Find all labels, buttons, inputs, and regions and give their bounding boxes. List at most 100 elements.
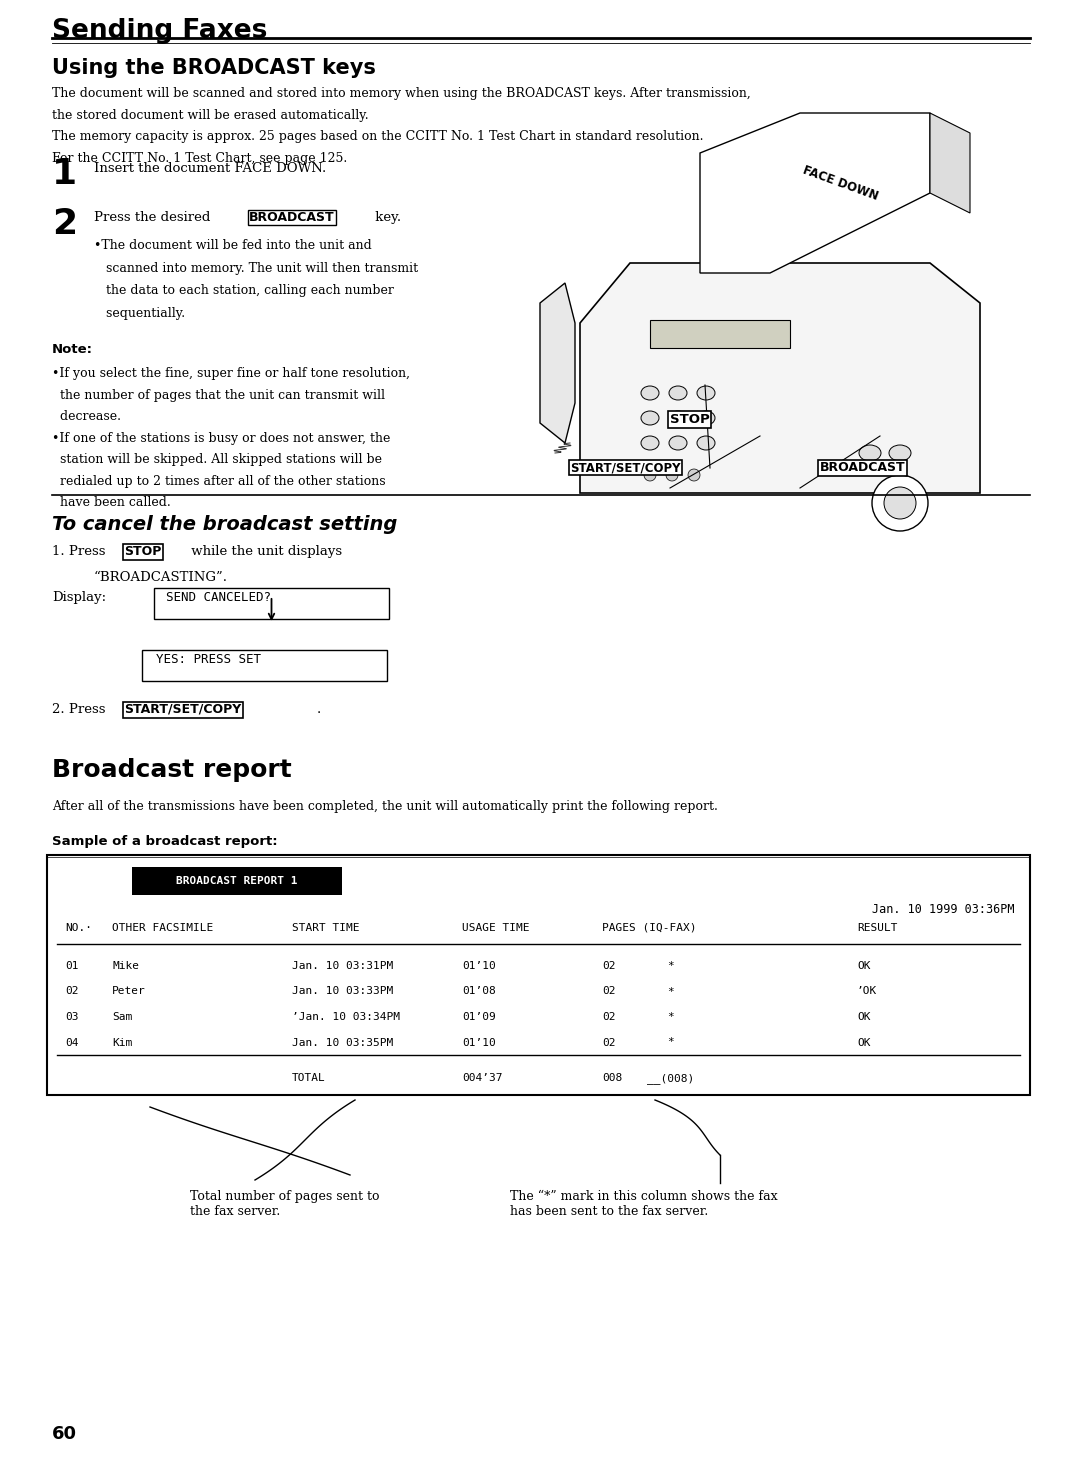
- Text: Peter: Peter: [112, 986, 146, 996]
- Text: 01’10: 01’10: [462, 1037, 496, 1048]
- Text: *: *: [667, 1012, 674, 1023]
- Text: Sample of a broadcast report:: Sample of a broadcast report:: [52, 835, 278, 849]
- Circle shape: [688, 470, 700, 481]
- Text: The memory capacity is approx. 25 pages based on the CCITT No. 1 Test Chart in s: The memory capacity is approx. 25 pages …: [52, 130, 703, 143]
- Text: Press the desired: Press the desired: [94, 211, 215, 224]
- Text: After all of the transmissions have been completed, the unit will automatically : After all of the transmissions have been…: [52, 800, 718, 813]
- Text: The document will be scanned and stored into memory when using the BROADCAST key: The document will be scanned and stored …: [52, 86, 751, 99]
- Ellipse shape: [642, 436, 659, 451]
- Text: 60: 60: [52, 1425, 77, 1443]
- Text: FACE DOWN: FACE DOWN: [800, 164, 879, 203]
- Text: For the CCITT No. 1 Test Chart, see page 125.: For the CCITT No. 1 Test Chart, see page…: [52, 152, 348, 164]
- Text: __(008): __(008): [647, 1072, 694, 1084]
- Circle shape: [644, 470, 656, 481]
- Text: the data to each station, calling each number: the data to each station, calling each n…: [94, 284, 394, 297]
- Text: 1: 1: [52, 157, 77, 192]
- Text: Insert the document FACE DOWN.: Insert the document FACE DOWN.: [94, 162, 326, 176]
- Text: sequentially.: sequentially.: [94, 307, 185, 319]
- Text: PAGES (IQ-FAX): PAGES (IQ-FAX): [602, 923, 697, 933]
- Text: BROADCAST: BROADCAST: [249, 211, 335, 224]
- Text: *: *: [667, 1037, 674, 1048]
- Polygon shape: [540, 282, 575, 443]
- Text: Sending Faxes: Sending Faxes: [52, 18, 268, 44]
- Text: 01’10: 01’10: [462, 961, 496, 971]
- Text: “BROADCASTING”.: “BROADCASTING”.: [94, 571, 228, 584]
- Text: key.: key.: [372, 211, 401, 224]
- Text: 02: 02: [602, 986, 616, 996]
- Text: NO.·: NO.·: [65, 923, 92, 933]
- Text: •The document will be fed into the unit and: •The document will be fed into the unit …: [94, 238, 372, 252]
- Text: decrease.: decrease.: [52, 410, 121, 423]
- Text: 2. Press: 2. Press: [52, 704, 110, 715]
- Polygon shape: [930, 113, 970, 214]
- Text: have been called.: have been called.: [52, 496, 171, 509]
- Text: RESULT: RESULT: [858, 923, 897, 933]
- Text: STOP: STOP: [124, 546, 161, 557]
- Polygon shape: [700, 113, 930, 274]
- Text: START/SET/COPY: START/SET/COPY: [124, 704, 241, 715]
- Text: ’Jan. 10 03:34PM: ’Jan. 10 03:34PM: [292, 1012, 400, 1023]
- Ellipse shape: [859, 445, 881, 461]
- Text: *: *: [667, 986, 674, 996]
- Text: 01’08: 01’08: [462, 986, 496, 996]
- Text: 02: 02: [602, 961, 616, 971]
- Text: 004’37: 004’37: [462, 1072, 502, 1083]
- Text: scanned into memory. The unit will then transmit: scanned into memory. The unit will then …: [94, 262, 418, 275]
- Ellipse shape: [669, 411, 687, 424]
- Text: *: *: [667, 961, 674, 971]
- Text: The “*” mark in this column shows the fax
has been sent to the fax server.: The “*” mark in this column shows the fa…: [510, 1189, 778, 1219]
- Text: redialed up to 2 times after all of the other stations: redialed up to 2 times after all of the …: [52, 474, 386, 487]
- Text: USAGE TIME: USAGE TIME: [462, 923, 529, 933]
- Text: TOTAL: TOTAL: [292, 1072, 326, 1083]
- Text: •If you select the fine, super fine or half tone resolution,: •If you select the fine, super fine or h…: [52, 367, 410, 380]
- Ellipse shape: [669, 386, 687, 399]
- Text: SEND CANCELED?: SEND CANCELED?: [166, 591, 271, 604]
- Text: .: .: [318, 704, 321, 715]
- Text: OK: OK: [858, 1012, 870, 1023]
- Text: OK: OK: [858, 961, 870, 971]
- Text: Display:: Display:: [52, 591, 106, 604]
- Text: Total number of pages sent to
the fax server.: Total number of pages sent to the fax se…: [190, 1189, 379, 1219]
- Text: the stored document will be erased automatically.: the stored document will be erased autom…: [52, 108, 368, 121]
- Ellipse shape: [642, 386, 659, 399]
- Text: 02: 02: [602, 1012, 616, 1023]
- Text: 01’09: 01’09: [462, 1012, 496, 1023]
- Text: the number of pages that the unit can transmit will: the number of pages that the unit can tr…: [52, 389, 384, 401]
- Text: station will be skipped. All skipped stations will be: station will be skipped. All skipped sta…: [52, 454, 382, 467]
- Bar: [154, 588, 389, 619]
- Text: BROADCAST: BROADCAST: [820, 461, 906, 474]
- Text: 02: 02: [602, 1037, 616, 1048]
- Text: 1. Press: 1. Press: [52, 546, 110, 557]
- Text: while the unit displays: while the unit displays: [187, 546, 342, 557]
- Text: To cancel the broadcast setting: To cancel the broadcast setting: [52, 515, 397, 534]
- Ellipse shape: [697, 411, 715, 424]
- Text: 02: 02: [65, 986, 79, 996]
- Text: 03: 03: [65, 1012, 79, 1023]
- Text: BROADCAST REPORT 1: BROADCAST REPORT 1: [176, 876, 298, 887]
- Text: OK: OK: [858, 1037, 870, 1048]
- Text: Broadcast report: Broadcast report: [52, 758, 292, 783]
- Text: Jan. 10 03:33PM: Jan. 10 03:33PM: [292, 986, 393, 996]
- Text: 04: 04: [65, 1037, 79, 1048]
- Ellipse shape: [889, 445, 912, 461]
- Bar: [650, 320, 789, 348]
- Text: Kim: Kim: [112, 1037, 132, 1048]
- Bar: [141, 650, 387, 680]
- Ellipse shape: [669, 436, 687, 451]
- Text: 008: 008: [602, 1072, 622, 1083]
- Text: START/SET/COPY: START/SET/COPY: [570, 461, 680, 474]
- Bar: [48, 854, 1030, 1094]
- Ellipse shape: [697, 436, 715, 451]
- Polygon shape: [580, 263, 980, 493]
- Circle shape: [666, 470, 678, 481]
- Text: START TIME: START TIME: [292, 923, 360, 933]
- Text: 01: 01: [65, 961, 79, 971]
- Text: Sam: Sam: [112, 1012, 132, 1023]
- Text: STOP: STOP: [670, 413, 710, 426]
- Text: OTHER FACSIMILE: OTHER FACSIMILE: [112, 923, 213, 933]
- Circle shape: [885, 487, 916, 519]
- Text: 2: 2: [52, 206, 77, 241]
- Bar: [132, 868, 342, 895]
- Ellipse shape: [697, 386, 715, 399]
- Text: Jan. 10 03:31PM: Jan. 10 03:31PM: [292, 961, 393, 971]
